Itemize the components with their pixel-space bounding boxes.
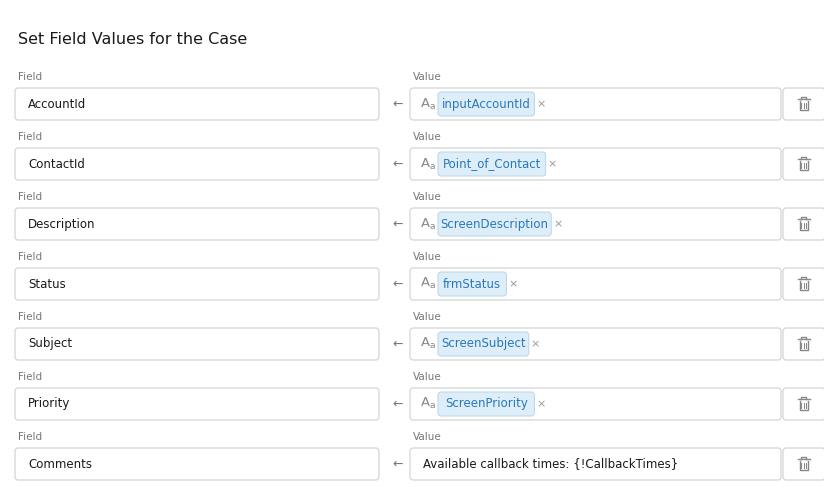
FancyBboxPatch shape — [438, 212, 551, 236]
Text: ScreenDescription: ScreenDescription — [441, 217, 549, 231]
Text: Field: Field — [18, 132, 42, 142]
Text: A: A — [421, 157, 430, 169]
Text: a: a — [430, 282, 436, 290]
Text: A: A — [421, 397, 430, 410]
FancyBboxPatch shape — [15, 388, 379, 420]
FancyBboxPatch shape — [438, 152, 545, 176]
Text: A: A — [421, 336, 430, 349]
Text: ←: ← — [393, 337, 403, 351]
Text: Field: Field — [18, 432, 42, 442]
Text: Set Field Values for the Case: Set Field Values for the Case — [18, 32, 247, 47]
FancyBboxPatch shape — [783, 448, 824, 480]
FancyBboxPatch shape — [15, 208, 379, 240]
FancyBboxPatch shape — [783, 328, 824, 360]
Text: ×: × — [548, 159, 557, 169]
Text: Value: Value — [413, 192, 442, 202]
FancyBboxPatch shape — [15, 88, 379, 120]
Text: AccountId: AccountId — [28, 97, 87, 111]
Text: ←: ← — [393, 217, 403, 231]
Text: Value: Value — [413, 372, 442, 382]
FancyBboxPatch shape — [783, 268, 824, 300]
Text: A: A — [421, 277, 430, 289]
Text: a: a — [430, 402, 436, 411]
Text: ←: ← — [393, 278, 403, 290]
FancyBboxPatch shape — [410, 328, 781, 360]
Text: Status: Status — [28, 278, 66, 290]
Text: Value: Value — [413, 132, 442, 142]
FancyBboxPatch shape — [783, 208, 824, 240]
FancyBboxPatch shape — [783, 88, 824, 120]
Text: Comments: Comments — [28, 457, 92, 470]
Text: a: a — [430, 101, 436, 111]
Text: ×: × — [536, 99, 545, 109]
Text: Subject: Subject — [28, 337, 73, 351]
Text: Value: Value — [413, 72, 442, 82]
Text: Value: Value — [413, 432, 442, 442]
Text: inputAccountId: inputAccountId — [442, 97, 531, 111]
Text: Priority: Priority — [28, 398, 70, 411]
FancyBboxPatch shape — [410, 448, 781, 480]
Text: Field: Field — [18, 192, 42, 202]
Text: Value: Value — [413, 252, 442, 262]
Text: Value: Value — [413, 312, 442, 322]
Text: ×: × — [553, 219, 563, 229]
FancyBboxPatch shape — [783, 148, 824, 180]
FancyBboxPatch shape — [438, 272, 507, 296]
Text: Field: Field — [18, 252, 42, 262]
Text: a: a — [430, 221, 436, 231]
FancyBboxPatch shape — [15, 448, 379, 480]
Text: frmStatus: frmStatus — [443, 278, 501, 290]
Text: a: a — [430, 341, 436, 351]
Text: ←: ← — [393, 398, 403, 411]
Text: Point_of_Contact: Point_of_Contact — [442, 158, 541, 170]
FancyBboxPatch shape — [410, 208, 781, 240]
FancyBboxPatch shape — [438, 332, 529, 356]
FancyBboxPatch shape — [783, 388, 824, 420]
Text: Field: Field — [18, 312, 42, 322]
FancyBboxPatch shape — [410, 148, 781, 180]
FancyBboxPatch shape — [438, 392, 535, 416]
Text: A: A — [421, 96, 430, 110]
Text: ←: ← — [393, 97, 403, 111]
FancyBboxPatch shape — [410, 388, 781, 420]
Text: ScreenPriority: ScreenPriority — [445, 398, 527, 411]
Text: Field: Field — [18, 72, 42, 82]
FancyBboxPatch shape — [410, 268, 781, 300]
FancyBboxPatch shape — [438, 92, 535, 116]
Text: ×: × — [536, 399, 545, 409]
Text: a: a — [430, 162, 436, 170]
Text: ←: ← — [393, 158, 403, 170]
Text: ×: × — [531, 339, 541, 349]
FancyBboxPatch shape — [15, 328, 379, 360]
FancyBboxPatch shape — [410, 88, 781, 120]
Text: ContactId: ContactId — [28, 158, 85, 170]
Text: ScreenSubject: ScreenSubject — [441, 337, 526, 351]
Text: ←: ← — [393, 457, 403, 470]
Text: Field: Field — [18, 372, 42, 382]
Text: Description: Description — [28, 217, 96, 231]
Text: A: A — [421, 216, 430, 230]
FancyBboxPatch shape — [15, 148, 379, 180]
Text: ×: × — [508, 279, 517, 289]
Text: Available callback times: {!CallbackTimes}: Available callback times: {!CallbackTime… — [423, 457, 678, 470]
FancyBboxPatch shape — [15, 268, 379, 300]
